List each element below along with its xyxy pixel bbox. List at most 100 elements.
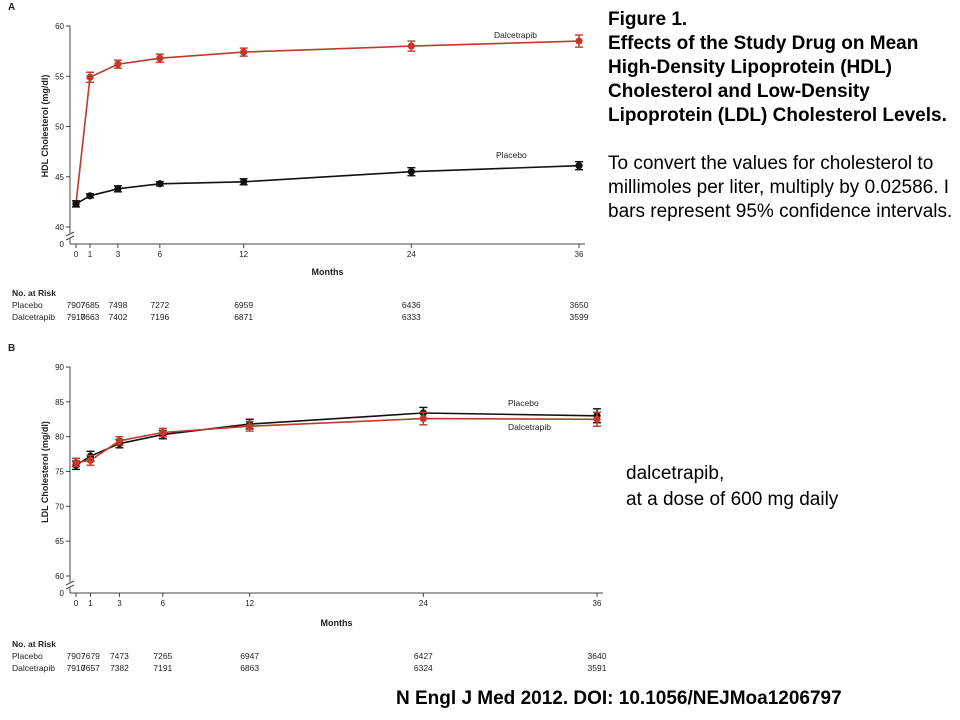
panel-a-series-placebo-point (240, 178, 248, 186)
panel-b-risk-title: No. at Risk (12, 639, 56, 649)
panel-b-x-tick-label: 1 (88, 599, 93, 608)
panel-a-x-tick-label: 1 (88, 250, 93, 259)
panel-b-risk-value: 6947 (240, 651, 259, 661)
panel-b-series-dalcetrapib-point (246, 422, 254, 430)
panel-a-risk-value: 6959 (234, 300, 253, 310)
panel-b-risk-value: 7191 (153, 663, 172, 673)
panel-b-axis-break-mark-2 (65, 584, 75, 590)
panel-a-axis-break-mark-1 (65, 231, 75, 237)
panel-b-risk-value: 7473 (110, 651, 129, 661)
panel-b-x-tick-label: 12 (245, 599, 254, 608)
panel-b-risk-value: 7910 (67, 663, 86, 673)
panel-b-series-dalcetrapib-point (159, 428, 167, 437)
panel-a-x-tick-label: 36 (575, 250, 584, 259)
panel-a-series-placebo-point (156, 180, 164, 188)
panel-a-risk-title: No. at Risk (12, 288, 56, 298)
panel-a-risk-value: 7272 (150, 300, 169, 310)
panel-b-y-tick-label: 75 (55, 468, 64, 477)
panel-b-y-tick-label: 85 (55, 398, 64, 407)
panel-a-risk-value: 7663 (81, 312, 100, 322)
panel-b-risk-value: 6427 (414, 651, 433, 661)
panel-a-x-tick-label: 0 (74, 250, 79, 259)
panel-b-series-dalcetrapib-point (115, 437, 124, 445)
panel-a-y-axis-label: HDL Cholesterol (mg/dl) (40, 75, 50, 178)
panel-b-risk-value: 7679 (81, 651, 100, 661)
panel-a-y-tick-label: 60 (55, 22, 64, 31)
panel-b-series-dalcetrapib-point (86, 456, 95, 464)
panel-b-risk-value: 6324 (414, 663, 433, 673)
panel-b-y-zero-label: 0 (60, 589, 65, 598)
panel-b-risk-value: 7265 (153, 651, 172, 661)
panel-b-risk-value: 6863 (240, 663, 259, 673)
panel-a-x-tick-label: 24 (407, 250, 416, 259)
panel-a-series-dalcetrapib-point (86, 73, 94, 81)
panel-b-y-tick-label: 60 (55, 572, 64, 581)
panel-b-x-tick-label: 6 (161, 599, 166, 608)
panel-a-risk-value: 7907 (67, 300, 86, 310)
panel-b-series-placebo-label: Placebo (508, 398, 539, 408)
panel-a-y-zero-label: 0 (60, 240, 65, 249)
panel-a-risk-value: 6871 (234, 312, 253, 322)
panel-a-series-dalcetrapib-point (114, 60, 122, 68)
panel-b-x-tick-label: 3 (117, 599, 122, 608)
panel-a-risk-row-label: Placebo (12, 300, 43, 310)
panel-b-y-tick-label: 90 (55, 363, 64, 372)
panel-a-risk-value: 6436 (402, 300, 421, 310)
panel-a-risk-value: 6333 (402, 312, 421, 322)
panel-b-label: B (8, 343, 15, 354)
dose-note-line-2: at a dose of 600 mg daily (626, 489, 839, 510)
panel-a-risk-value: 7685 (81, 300, 100, 310)
caption-title: Figure 1. (608, 9, 688, 30)
panel-b-risk-value: 7382 (110, 663, 129, 673)
panel-b-series-placebo-line (75, 412, 598, 466)
panel-a-risk-value: 3599 (570, 312, 589, 322)
panel-a-axis-break-mark-2 (65, 235, 75, 241)
panel-b-y-tick-label: 65 (55, 537, 64, 546)
panel-b-risk-row-label: Placebo (12, 651, 43, 661)
citation: N Engl J Med 2012. DOI: 10.1056/NEJMoa12… (396, 688, 842, 709)
panel-b-x-tick-label: 24 (419, 599, 428, 608)
panel-a-y-tick-label: 45 (55, 173, 64, 182)
panel-a-series-dalcetrapib-point (156, 54, 164, 62)
panel-a-series-dalcetrapib-point (575, 37, 583, 45)
panel-a-series-dalcetrapib-point (240, 48, 248, 56)
panel-a-series-placebo-point (575, 162, 583, 170)
panel-a-risk-value: 7498 (108, 300, 127, 310)
panel-a-series-dalcetrapib-label: Dalcetrapib (494, 30, 537, 40)
panel-a-series-placebo-point (72, 200, 80, 208)
dose-note: dalcetrapib, at a dose of 600 mg daily (626, 461, 838, 513)
panel-b-risk-value: 7907 (67, 651, 86, 661)
panel-b-risk-row-label: Dalcetrapib (12, 663, 55, 673)
panel-b-y-tick-label: 70 (55, 502, 64, 511)
panel-a-risk-value: 3650 (570, 300, 589, 310)
panel-b-series-dalcetrapib-point (593, 415, 601, 423)
panel-a-y-tick-label: 40 (55, 223, 64, 232)
panel-b-series-dalcetrapib-point (72, 458, 80, 467)
panel-b-risk-value: 7657 (81, 663, 100, 673)
panel-b-x-tick-label: 0 (74, 599, 79, 608)
panel-b-risk-value: 3640 (588, 651, 607, 661)
panel-a-x-tick-label: 3 (116, 250, 121, 259)
panel-b-y-tick-label: 80 (55, 433, 64, 442)
panel-b-risk-value: 3591 (588, 663, 607, 673)
panel-a-x-tick-label: 12 (239, 250, 248, 259)
panel-a-risk-value: 7196 (150, 312, 169, 322)
panel-b-x-axis-label: Months (321, 618, 353, 628)
panel-a-series-placebo-point (114, 185, 122, 193)
caption-body: Effects of the Study Drug on Mean High-D… (608, 33, 947, 126)
panel-b-series-dalcetrapib-label: Dalcetrapib (508, 422, 551, 432)
panel-a-series-placebo-point (407, 168, 415, 176)
panel-a-series-dalcetrapib-line (75, 40, 580, 204)
panel-a-x-axis-label: Months (312, 267, 344, 277)
panel-b-x-tick-label: 36 (593, 599, 602, 608)
dose-note-line-1: dalcetrapib, (626, 463, 725, 484)
panel-a-label: A (8, 2, 15, 13)
panel-a-series-dalcetrapib-point (407, 42, 415, 50)
panel-a-x-tick-label: 6 (158, 250, 163, 259)
caption-note: To convert the values for cholesterol to… (608, 153, 953, 222)
panel-a-risk-row-label: Dalcetrapib (12, 312, 55, 322)
panel-a-risk-value: 7402 (108, 312, 127, 322)
panel-a-series-placebo-label: Placebo (496, 150, 527, 160)
panel-a-series-placebo-line (75, 164, 580, 205)
